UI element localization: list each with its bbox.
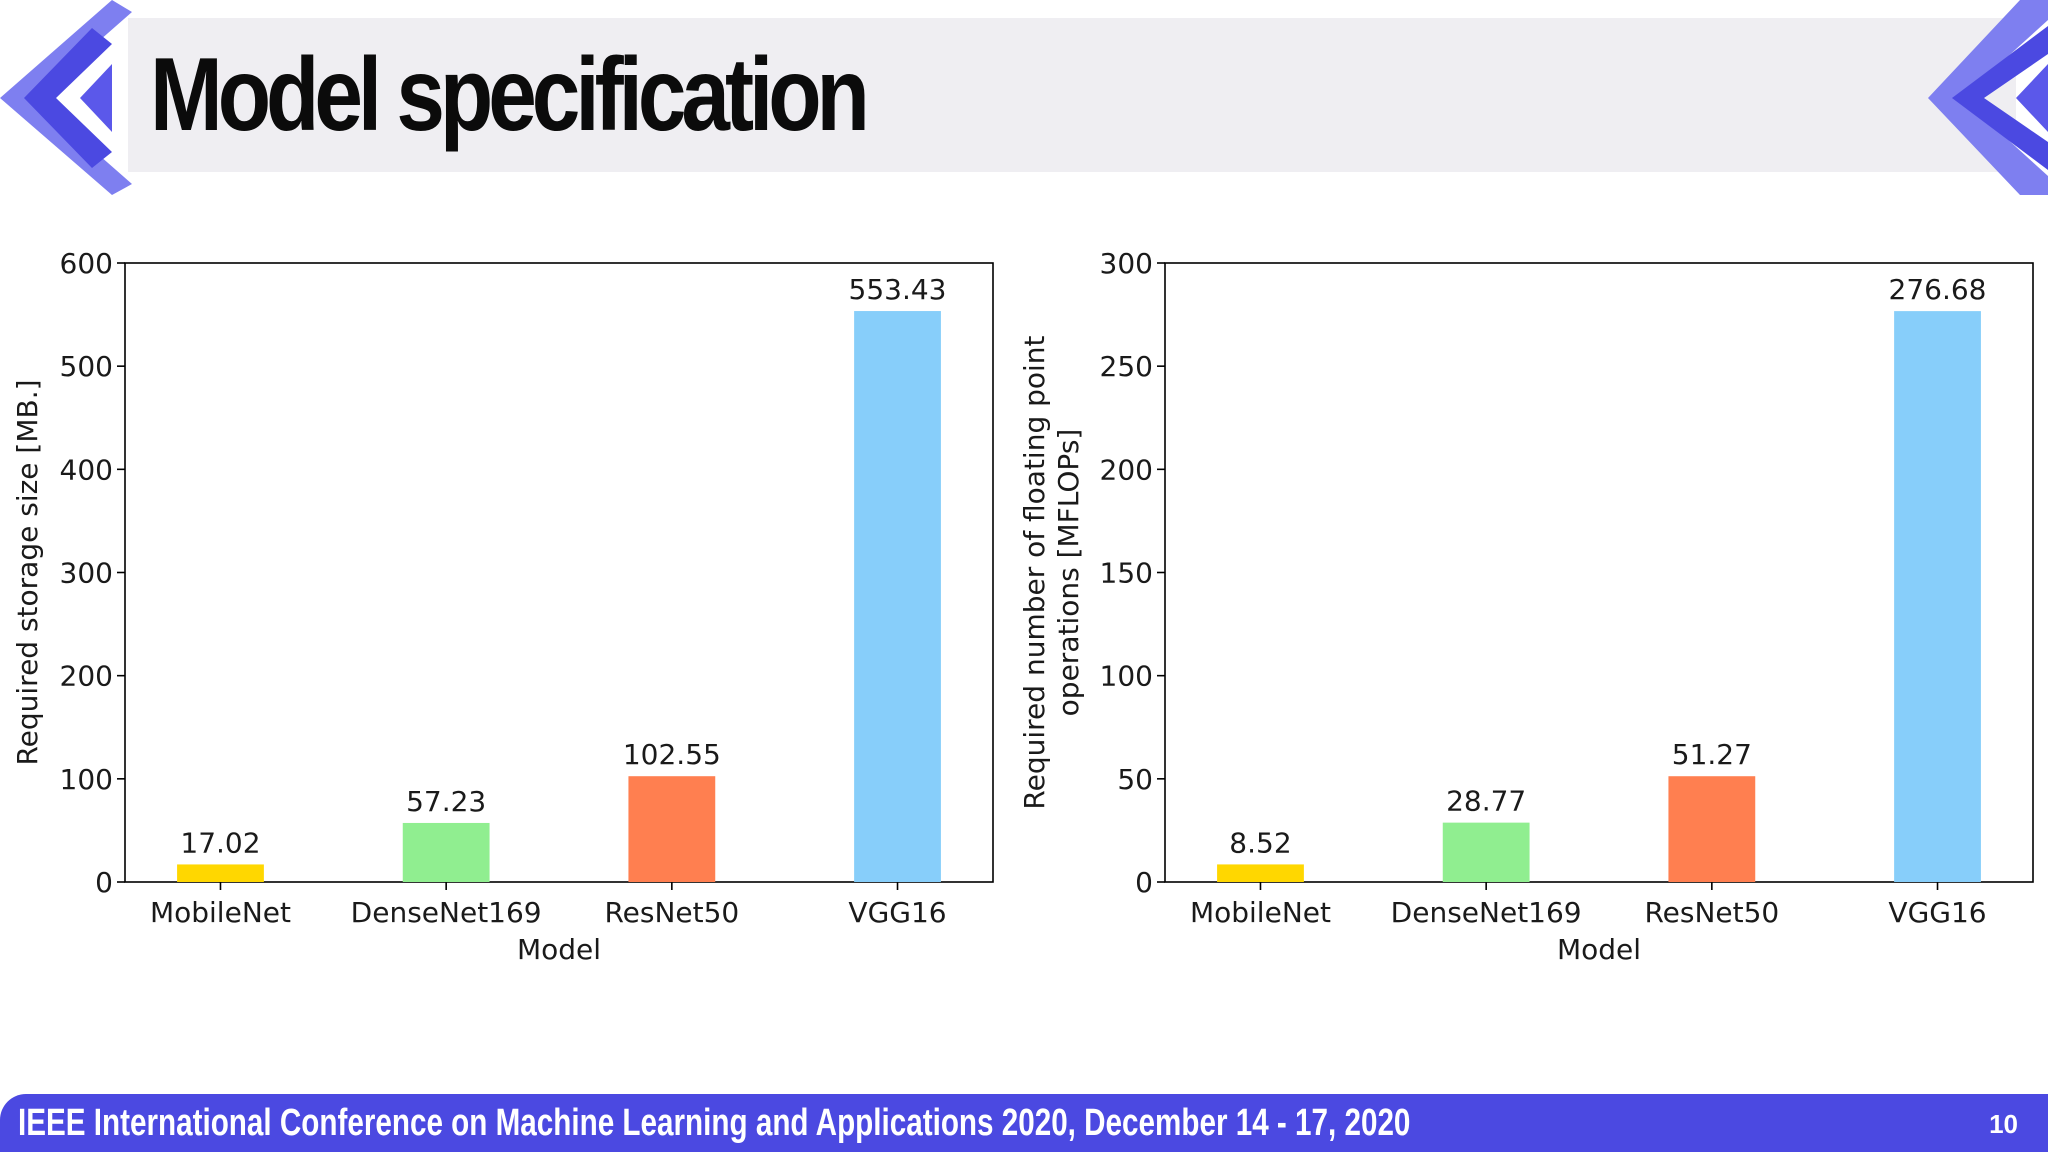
x-tick-label: ResNet50: [604, 896, 739, 929]
bar-value-label: 8.52: [1229, 826, 1291, 859]
x-axis-label: Model: [517, 933, 601, 966]
x-tick-label: ResNet50: [1644, 896, 1779, 929]
page-number: 10: [1989, 1109, 2018, 1139]
x-tick-label: DenseNet169: [1391, 896, 1582, 929]
chevron-left-logo: [0, 0, 132, 195]
y-tick-label: 500: [60, 350, 113, 383]
y-tick-label: 250: [1100, 350, 1153, 383]
y-tick-label: 50: [1117, 763, 1153, 796]
x-axis-label: Model: [1557, 933, 1641, 966]
bar-value-label: 102.55: [623, 738, 721, 771]
bar-mobilenet: [1217, 864, 1304, 882]
chevron-right-logo: [1928, 0, 2048, 195]
bar-densenet169: [1442, 822, 1530, 882]
y-tick-label: 400: [60, 453, 113, 486]
x-tick-label: DenseNet169: [351, 896, 542, 929]
y-axis-label: operations [MFLOPs]: [1052, 429, 1085, 717]
bar-mobilenet: [177, 864, 264, 882]
bar-resnet50: [628, 776, 716, 882]
y-axis-label: Required storage size [MB.]: [11, 379, 44, 765]
bar-value-label: 57.23: [406, 785, 486, 818]
bar-densenet169: [402, 822, 490, 882]
x-tick-label: MobileNet: [1190, 896, 1331, 929]
bar-value-label: 17.02: [180, 826, 260, 859]
bar-vgg16: [854, 311, 941, 883]
x-tick-label: MobileNet: [150, 896, 291, 929]
y-tick-label: 600: [60, 247, 113, 280]
bar-value-label: 28.77: [1446, 785, 1526, 818]
y-axis-label: Required number of floating point: [1018, 335, 1051, 809]
y-tick-label: 150: [1100, 557, 1153, 590]
y-tick-label: 200: [60, 660, 113, 693]
slide-title: Model specification: [150, 37, 870, 153]
bar-value-label: 51.27: [1672, 738, 1752, 771]
y-tick-label: 0: [1135, 866, 1153, 899]
bar-value-label: 553.43: [849, 273, 947, 306]
y-tick-label: 300: [60, 557, 113, 590]
title-banner: [128, 18, 2016, 172]
footer-conference-text: IEEE International Conference on Machine…: [18, 1102, 1411, 1144]
bar-resnet50: [1668, 776, 1756, 882]
x-tick-label: VGG16: [848, 896, 946, 929]
y-tick-label: 100: [1100, 660, 1153, 693]
bar-vgg16: [1894, 311, 1981, 882]
bar-value-label: 276.68: [1889, 273, 1987, 306]
x-tick-label: VGG16: [1888, 896, 1986, 929]
y-tick-label: 0: [95, 866, 113, 899]
footer-bar: IEEE International Conference on Machine…: [0, 1094, 2048, 1152]
y-tick-label: 200: [1100, 453, 1153, 486]
y-tick-label: 300: [1100, 247, 1153, 280]
y-tick-label: 100: [60, 763, 113, 796]
